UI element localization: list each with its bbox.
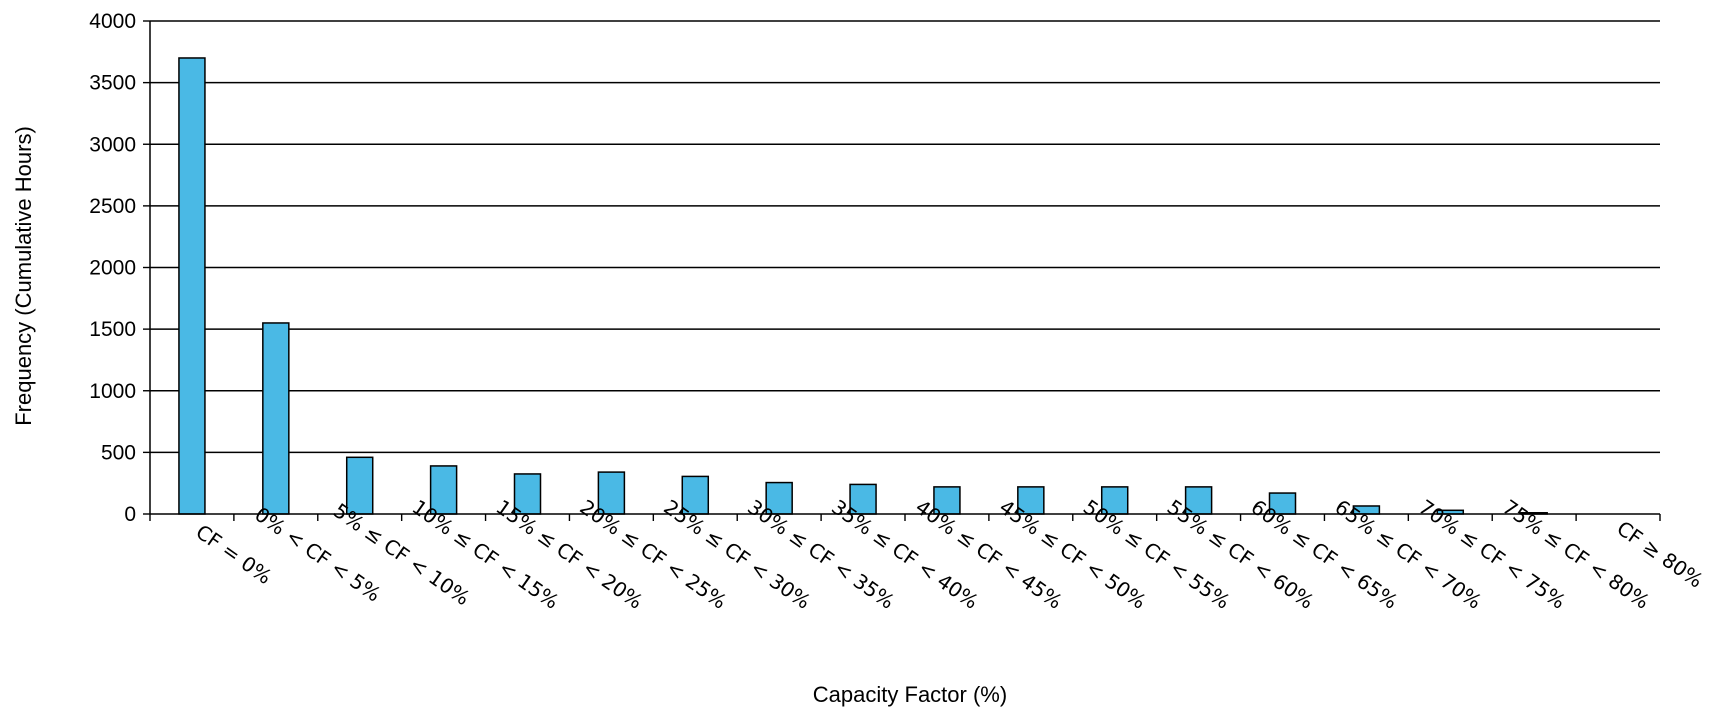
bar xyxy=(597,471,626,515)
gridlines xyxy=(150,20,1660,454)
bars xyxy=(178,57,1548,515)
y-tick-labels: 0 500 1000 1500 2000 2500 3000 3500 4000 xyxy=(89,10,136,526)
y-tick-label: 1000 xyxy=(89,380,136,403)
y-tick-label: 4000 xyxy=(89,10,136,33)
y-tick-label: 500 xyxy=(101,441,136,464)
bar xyxy=(262,322,290,515)
bar xyxy=(1100,486,1129,515)
y-axis-title: Frequency (Cumulative Hours) xyxy=(11,126,36,426)
axes xyxy=(143,20,1661,521)
x-category-label: 75% ≤ CF < 80% xyxy=(1498,495,1654,614)
bar xyxy=(178,57,206,515)
x-tick-labels: CF = 0%0% < CF < 5%5% ≤ CF < 10%10% ≤ CF… xyxy=(192,495,1708,614)
bar xyxy=(933,486,961,515)
bar xyxy=(345,456,374,515)
y-tick-label: 3500 xyxy=(89,72,136,95)
x-axis-title: Capacity Factor (%) xyxy=(813,682,1007,707)
y-tick-label: 3000 xyxy=(89,133,136,156)
y-tick-label: 2000 xyxy=(89,257,136,280)
y-tick-label: 1500 xyxy=(89,318,136,341)
y-tick-label: 2500 xyxy=(89,195,136,218)
bar xyxy=(513,473,542,515)
y-tick-label: 0 xyxy=(124,503,136,526)
bar xyxy=(849,483,877,515)
bar xyxy=(765,481,793,515)
